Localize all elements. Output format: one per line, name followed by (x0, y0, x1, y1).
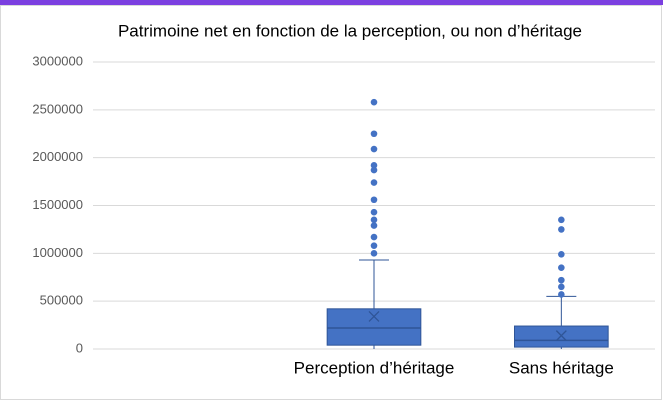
outlier (558, 250, 565, 258)
outlier (370, 162, 378, 169)
mean-marker (368, 311, 380, 322)
y-tick-label: 1000000 (32, 245, 83, 260)
outlier (558, 226, 565, 233)
box (514, 325, 609, 348)
outlier (558, 291, 565, 298)
chart-title: Patrimoine net en fonction de la percept… (118, 21, 582, 40)
y-tick-label: 3000000 (32, 53, 83, 68)
outlier (370, 196, 378, 204)
outlier (370, 130, 378, 138)
y-tick-label: 2000000 (32, 149, 83, 164)
outlier (370, 179, 378, 186)
outlier (558, 264, 565, 271)
outlier (370, 233, 378, 241)
x-tick-label: Perception d’héritage (294, 358, 455, 377)
outlier (370, 242, 378, 249)
chart-border (0, 5, 662, 400)
y-tick-label: 0 (76, 340, 83, 355)
outlier (370, 208, 378, 216)
outlier (558, 216, 565, 224)
outlier (370, 166, 378, 174)
y-tick-label: 500000 (40, 293, 83, 308)
outlier (558, 276, 565, 284)
top-bar (0, 0, 663, 5)
box (326, 308, 422, 346)
y-tick-label: 1500000 (32, 197, 83, 212)
outlier (370, 145, 378, 153)
outlier (370, 216, 378, 224)
y-tick-label: 2500000 (32, 101, 83, 116)
outlier (370, 222, 378, 229)
x-tick-label: Sans héritage (509, 358, 614, 377)
outlier (370, 98, 378, 106)
mean-marker (555, 330, 567, 342)
outlier (558, 283, 565, 291)
outlier (370, 250, 378, 257)
